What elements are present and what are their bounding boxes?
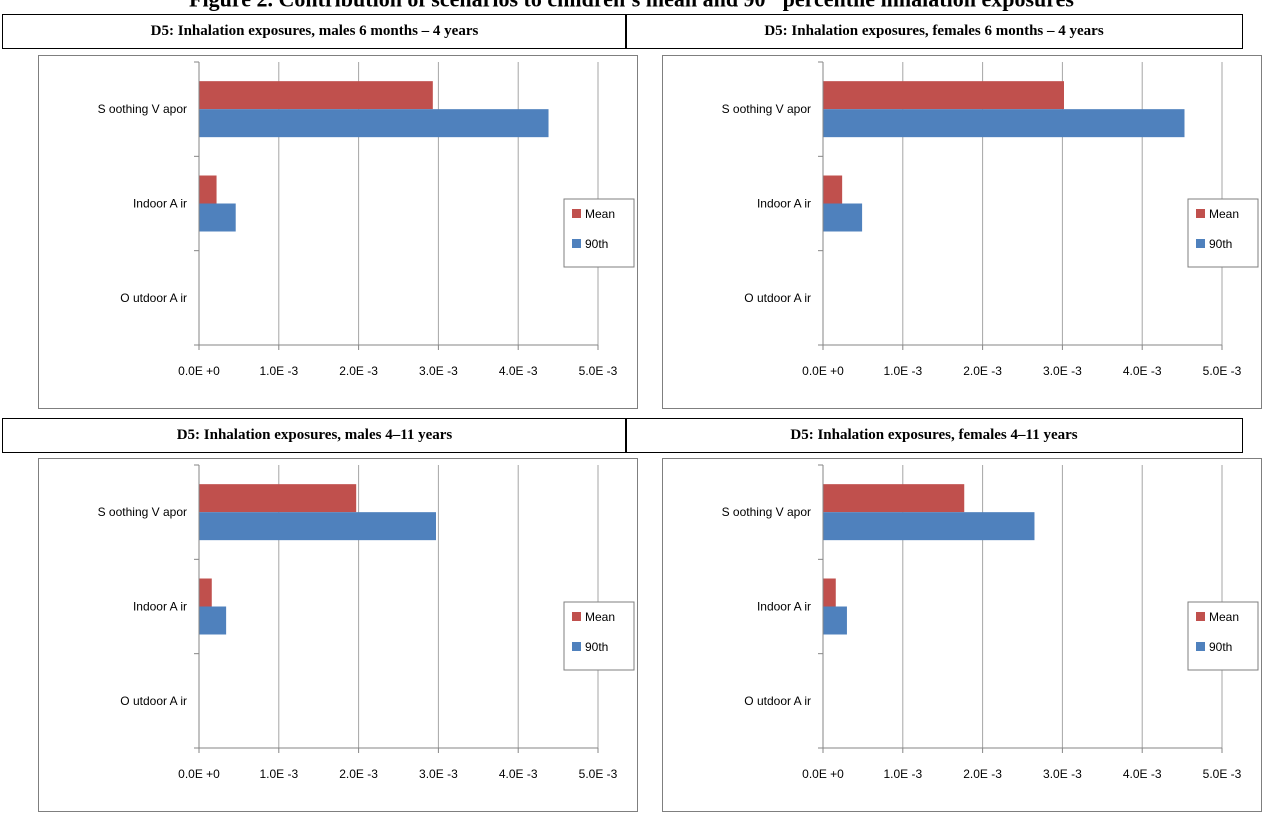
bar-90th xyxy=(199,606,227,635)
bar-90th xyxy=(199,109,549,138)
bar-mean xyxy=(823,484,965,513)
bar-mean xyxy=(199,578,212,607)
x-tick-label: 3.0E -3 xyxy=(419,767,458,781)
legend-swatch xyxy=(1196,239,1205,248)
x-tick-label: 0.0E +0 xyxy=(178,767,220,781)
bar-mean xyxy=(199,175,217,204)
x-tick-label: 4.0E -3 xyxy=(1123,767,1162,781)
chart-females-4-11y: S oothing V apor Indoor A ir O utdoor A ir… xyxy=(662,458,1262,813)
x-tick-label: 3.0E -3 xyxy=(419,364,458,378)
x-tick-label: 0.0E +0 xyxy=(802,364,844,378)
figure-title-sup: th xyxy=(766,0,778,1)
legend-swatch xyxy=(572,239,581,248)
legend-label: 90th xyxy=(1209,237,1232,251)
category-label: Indoor A ir xyxy=(133,197,187,211)
x-tick-label: 1.0E -3 xyxy=(883,767,922,781)
category-label: Indoor A ir xyxy=(757,197,811,211)
legend-swatch xyxy=(572,642,581,651)
category-label: Indoor A ir xyxy=(757,600,811,614)
bar-90th xyxy=(823,606,847,635)
bar-mean xyxy=(823,81,1064,110)
bar-90th xyxy=(823,109,1185,138)
x-tick-label: 0.0E +0 xyxy=(802,767,844,781)
figure-title-prefix: Figure 2. Contribution of scenarios to c… xyxy=(189,0,766,11)
x-tick-label: 1.0E -3 xyxy=(883,364,922,378)
legend-swatch xyxy=(1196,612,1205,621)
legend-label: Mean xyxy=(585,207,615,221)
figure-title: Figure 2. Contribution of scenarios to c… xyxy=(0,0,1263,12)
panel-title-females-4-11y: D5: Inhalation exposures, females 4–11 y… xyxy=(625,418,1243,453)
legend-label: 90th xyxy=(1209,640,1232,654)
x-tick-label: 5.0E -3 xyxy=(1203,364,1242,378)
bar-mean xyxy=(823,175,843,204)
legend-label: Mean xyxy=(1209,610,1239,624)
bar-90th xyxy=(823,203,863,232)
legend-swatch xyxy=(1196,642,1205,651)
x-tick-label: 0.0E +0 xyxy=(178,364,220,378)
bar-90th xyxy=(199,512,437,541)
x-tick-label: 1.0E -3 xyxy=(259,767,298,781)
x-tick-label: 1.0E -3 xyxy=(259,364,298,378)
category-label: S oothing V apor xyxy=(722,505,811,519)
category-label: Indoor A ir xyxy=(133,600,187,614)
x-tick-label: 5.0E -3 xyxy=(579,364,618,378)
legend-label: 90th xyxy=(585,640,608,654)
category-label: O utdoor A ir xyxy=(120,694,187,708)
chart-females-6m-4y: S oothing V apor Indoor A ir O utdoor A ir… xyxy=(662,55,1262,410)
x-tick-label: 4.0E -3 xyxy=(499,767,538,781)
x-tick-label: 5.0E -3 xyxy=(579,767,618,781)
panel-title-males-4-11y: D5: Inhalation exposures, males 4–11 yea… xyxy=(2,418,627,453)
x-tick-label: 2.0E -3 xyxy=(339,767,378,781)
x-tick-label: 2.0E -3 xyxy=(963,364,1002,378)
category-label: O utdoor A ir xyxy=(120,291,187,305)
x-tick-label: 5.0E -3 xyxy=(1203,767,1242,781)
x-tick-label: 3.0E -3 xyxy=(1043,364,1082,378)
legend-label: Mean xyxy=(1209,207,1239,221)
bar-90th xyxy=(199,203,236,232)
bar-mean xyxy=(199,484,357,513)
bar-mean xyxy=(199,81,433,110)
figure-title-suffix: percentile inhalation exposures xyxy=(777,0,1074,11)
category-label: O utdoor A ir xyxy=(744,694,811,708)
legend-swatch xyxy=(572,209,581,218)
category-label: S oothing V apor xyxy=(722,102,811,116)
x-tick-label: 2.0E -3 xyxy=(963,767,1002,781)
panel-title-males-6m-4y: D5: Inhalation exposures, males 6 months… xyxy=(2,14,627,49)
x-tick-label: 3.0E -3 xyxy=(1043,767,1082,781)
category-label: S oothing V apor xyxy=(98,102,187,116)
legend-label: Mean xyxy=(585,610,615,624)
bar-mean xyxy=(823,578,836,607)
x-tick-label: 4.0E -3 xyxy=(499,364,538,378)
x-tick-label: 4.0E -3 xyxy=(1123,364,1162,378)
legend-swatch xyxy=(1196,209,1205,218)
category-label: O utdoor A ir xyxy=(744,291,811,305)
legend-swatch xyxy=(572,612,581,621)
chart-males-4-11y: S oothing V apor Indoor A ir O utdoor A ir… xyxy=(38,458,638,813)
legend-label: 90th xyxy=(585,237,608,251)
panel-title-females-6m-4y: D5: Inhalation exposures, females 6 mont… xyxy=(625,14,1243,49)
chart-males-6m-4y: S oothing V apor Indoor A ir O utdoor A ir… xyxy=(38,55,638,410)
bar-90th xyxy=(823,512,1035,541)
x-tick-label: 2.0E -3 xyxy=(339,364,378,378)
category-label: S oothing V apor xyxy=(98,505,187,519)
